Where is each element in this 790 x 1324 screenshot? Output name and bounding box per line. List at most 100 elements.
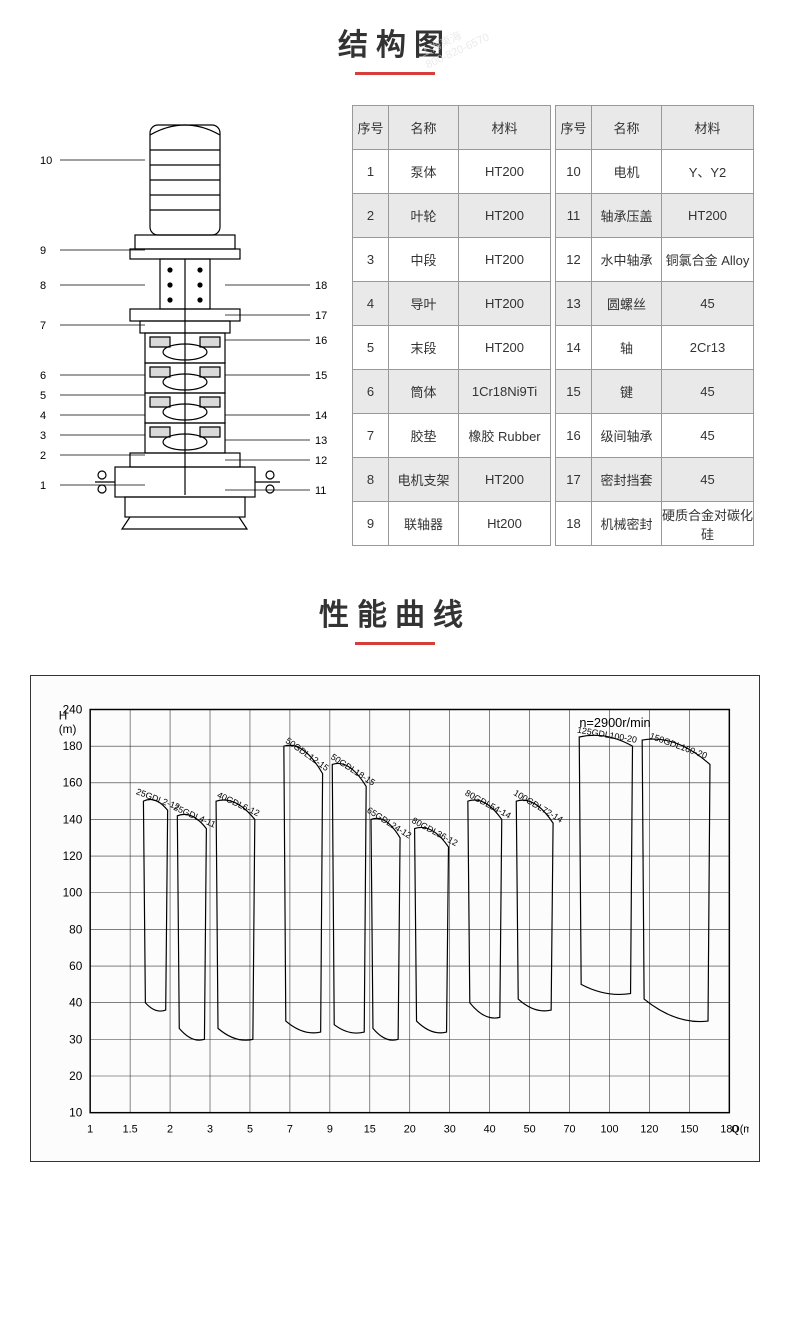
cell-seq: 14 — [556, 326, 592, 370]
cell-name: 键 — [592, 370, 662, 414]
svg-text:40GDL6-12: 40GDL6-12 — [216, 790, 262, 819]
cell-name: 胶垫 — [389, 414, 459, 458]
structure-section: 上海東海 800-820-6570 结构图 — [0, 0, 790, 570]
structure-content: 10987654321 1817161514131211 序号 名称 材料 1泵… — [30, 105, 760, 550]
cell-seq: 1 — [353, 150, 389, 194]
svg-text:17: 17 — [315, 310, 327, 322]
svg-text:100: 100 — [600, 1123, 618, 1135]
svg-text:80GDL36-12: 80GDL36-12 — [410, 815, 459, 848]
table-row: 12水中轴承铜氯合金 Alloy — [556, 238, 754, 282]
th-name: 名称 — [389, 106, 459, 150]
cell-mat: HT200 — [459, 194, 551, 238]
svg-text:1.5: 1.5 — [123, 1123, 138, 1135]
cell-mat: HT200 — [459, 150, 551, 194]
cell-mat: Ht200 — [459, 502, 551, 546]
svg-text:160: 160 — [63, 776, 83, 790]
svg-text:6: 6 — [40, 370, 46, 382]
pump-svg: 10987654321 1817161514131211 — [30, 105, 340, 545]
table-row: 14轴2Cr13 — [556, 326, 754, 370]
structure-title: 结构图 — [338, 20, 452, 64]
pump-diagram: 10987654321 1817161514131211 — [30, 105, 340, 550]
materials-table-right: 序号 名称 材料 10电机Y、Y211轴承压盖HT20012水中轴承铜氯合金 A… — [555, 105, 754, 546]
svg-text:7: 7 — [287, 1123, 293, 1135]
svg-text:9: 9 — [40, 245, 46, 257]
svg-text:150GDL160-20: 150GDL160-20 — [648, 731, 708, 761]
svg-text:8: 8 — [40, 280, 46, 292]
cell-seq: 15 — [556, 370, 592, 414]
svg-text:3: 3 — [40, 430, 46, 442]
cell-seq: 5 — [353, 326, 389, 370]
svg-text:1: 1 — [40, 480, 46, 492]
cell-seq: 2 — [353, 194, 389, 238]
cell-name: 叶轮 — [389, 194, 459, 238]
cell-seq: 9 — [353, 502, 389, 546]
title-underline — [355, 72, 435, 75]
cell-seq: 4 — [353, 282, 389, 326]
svg-text:14: 14 — [315, 410, 327, 422]
svg-text:16: 16 — [315, 335, 327, 347]
cell-mat: 2Cr13 — [662, 326, 754, 370]
cell-name: 筒体 — [389, 370, 459, 414]
svg-text:13: 13 — [315, 435, 327, 447]
cell-mat: 45 — [662, 458, 754, 502]
cell-mat: 45 — [662, 282, 754, 326]
table-row: 15键45 — [556, 370, 754, 414]
svg-text:40: 40 — [484, 1123, 496, 1135]
cell-mat: HT200 — [459, 282, 551, 326]
svg-text:15: 15 — [315, 370, 327, 382]
svg-text:25GDL4-11: 25GDL4-11 — [172, 802, 217, 829]
svg-text:Q(m³/h): Q(m³/h) — [731, 1123, 749, 1135]
cell-name: 轴承压盖 — [592, 194, 662, 238]
cell-mat: 硬质合金对碳化硅 — [662, 502, 754, 546]
performance-chart: 10203040608010012014016018024011.5235791… — [30, 675, 760, 1162]
cell-seq: 13 — [556, 282, 592, 326]
cell-mat: 1Cr18Ni9Ti — [459, 370, 551, 414]
chart-svg: 10203040608010012014016018024011.5235791… — [41, 686, 749, 1146]
svg-text:60: 60 — [69, 959, 83, 973]
th-mat: 材料 — [662, 106, 754, 150]
th-seq: 序号 — [353, 106, 389, 150]
svg-text:9: 9 — [327, 1123, 333, 1135]
svg-text:150: 150 — [680, 1123, 698, 1135]
table-row: 13圆螺丝45 — [556, 282, 754, 326]
svg-text:120: 120 — [640, 1123, 658, 1135]
table-row: 9联轴器Ht200 — [353, 502, 551, 546]
cell-mat: 45 — [662, 414, 754, 458]
svg-text:50GDL12-15: 50GDL12-15 — [284, 736, 331, 774]
performance-title: 性能曲线 — [319, 590, 471, 634]
svg-text:80: 80 — [69, 922, 83, 936]
materials-tables: 序号 名称 材料 1泵体HT2002叶轮HT2003中段HT2004导叶HT20… — [352, 105, 760, 546]
cell-seq: 6 — [353, 370, 389, 414]
cell-name: 机械密封 — [592, 502, 662, 546]
cell-mat: HT200 — [459, 326, 551, 370]
svg-text:4: 4 — [40, 410, 46, 422]
svg-text:180: 180 — [63, 739, 83, 753]
cell-name: 泵体 — [389, 150, 459, 194]
svg-text:100: 100 — [63, 886, 83, 900]
cell-name: 电机支架 — [389, 458, 459, 502]
svg-text:(m): (m) — [59, 722, 77, 736]
svg-text:20: 20 — [404, 1123, 416, 1135]
table-row: 11轴承压盖HT200 — [556, 194, 754, 238]
svg-text:15: 15 — [364, 1123, 376, 1135]
cell-name: 联轴器 — [389, 502, 459, 546]
cell-name: 导叶 — [389, 282, 459, 326]
svg-text:140: 140 — [63, 812, 83, 826]
cell-seq: 3 — [353, 238, 389, 282]
table-row: 17密封挡套45 — [556, 458, 754, 502]
cell-name: 密封挡套 — [592, 458, 662, 502]
cell-name: 轴 — [592, 326, 662, 370]
cell-name: 电机 — [592, 150, 662, 194]
cell-mat: 橡胶 Rubber — [459, 414, 551, 458]
section-title-wrap: 结构图 — [30, 20, 760, 75]
svg-text:120: 120 — [63, 849, 83, 863]
cell-mat: 铜氯合金 Alloy — [662, 238, 754, 282]
svg-text:5: 5 — [40, 390, 46, 402]
svg-text:20: 20 — [69, 1069, 83, 1083]
cell-seq: 12 — [556, 238, 592, 282]
svg-text:12: 12 — [315, 455, 327, 467]
th-name: 名称 — [592, 106, 662, 150]
cell-mat: Y、Y2 — [662, 150, 754, 194]
cell-mat: 45 — [662, 370, 754, 414]
table-row: 10电机Y、Y2 — [556, 150, 754, 194]
